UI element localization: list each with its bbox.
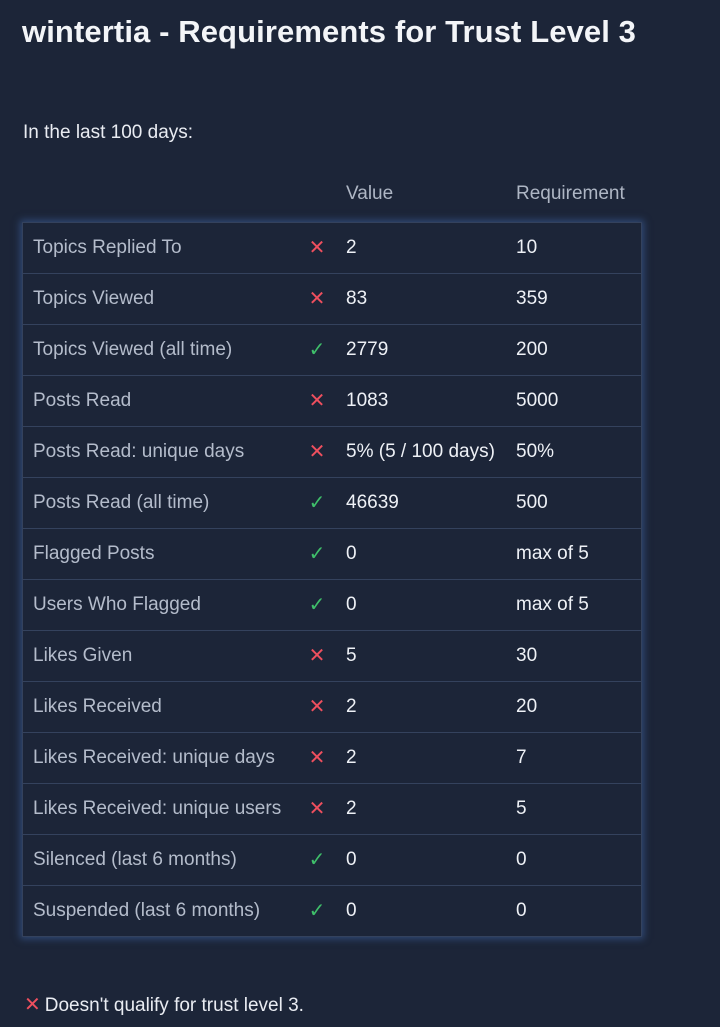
- requirement-target: 50%: [516, 441, 555, 462]
- table-row: Topics Replied To ✕ 2 10: [23, 223, 641, 273]
- table-row: Posts Read ✕ 1083 5000: [23, 375, 641, 426]
- requirement-value: 2: [346, 237, 357, 258]
- requirement-label: Likes Received: unique users: [33, 798, 282, 819]
- value-column-header: Value: [346, 183, 394, 204]
- table-row: Users Who Flagged ✓ 0 max of 5: [23, 579, 641, 630]
- requirement-label: Likes Received: [33, 696, 162, 717]
- check-icon: ✓: [308, 339, 326, 361]
- x-icon: ✕: [308, 696, 326, 718]
- table-row: Topics Viewed ✕ 83 359: [23, 273, 641, 324]
- requirement-label: Posts Read: unique days: [33, 441, 245, 462]
- requirement-target: 0: [516, 849, 527, 870]
- table-row: Likes Received ✕ 2 20: [23, 681, 641, 732]
- check-icon: ✓: [308, 543, 326, 565]
- requirement-value: 2779: [346, 339, 389, 360]
- requirement-target: 20: [516, 696, 538, 717]
- requirement-value: 2: [346, 747, 357, 768]
- x-icon: ✕: [308, 237, 326, 259]
- requirement-label: Posts Read: [33, 390, 132, 411]
- table-row: Likes Given ✕ 5 30: [23, 630, 641, 681]
- table-row: Posts Read (all time) ✓ 46639 500: [23, 477, 641, 528]
- requirement-label: Likes Received: unique days: [33, 747, 275, 768]
- requirement-target: 0: [516, 900, 527, 921]
- requirement-target: 7: [516, 747, 527, 768]
- verdict-text: Doesn't qualify for trust level 3.: [44, 995, 304, 1016]
- table-row: Posts Read: unique days ✕ 5% (5 / 100 da…: [23, 426, 641, 477]
- requirement-label: Likes Given: [33, 645, 133, 666]
- x-icon: ✕: [24, 994, 41, 1016]
- requirement-label: Topics Viewed (all time): [33, 339, 233, 360]
- requirement-value: 46639: [346, 492, 399, 513]
- table-row: Silenced (last 6 months) ✓ 0 0: [23, 834, 641, 885]
- requirement-label: Flagged Posts: [33, 543, 155, 564]
- check-icon: ✓: [308, 594, 326, 616]
- requirement-value: 2: [346, 696, 357, 717]
- requirement-value: 5% (5 / 100 days): [346, 441, 495, 462]
- check-icon: ✓: [308, 900, 326, 922]
- table-row: Likes Received: unique users ✕ 2 5: [23, 783, 641, 834]
- requirement-value: 1083: [346, 390, 389, 411]
- requirement-value: 0: [346, 849, 357, 870]
- page-title: wintertia - Requirements for Trust Level…: [22, 14, 637, 49]
- requirement-label: Silenced (last 6 months): [33, 849, 237, 870]
- table-row: Suspended (last 6 months) ✓ 0 0: [23, 885, 641, 936]
- requirement-target: 500: [516, 492, 548, 513]
- requirement-value: 0: [346, 543, 357, 564]
- qualification-verdict: ✕ Doesn't qualify for trust level 3.: [24, 992, 304, 1017]
- check-icon: ✓: [308, 849, 326, 871]
- x-icon: ✕: [308, 288, 326, 310]
- requirement-target: 10: [516, 237, 538, 258]
- check-icon: ✓: [308, 492, 326, 514]
- x-icon: ✕: [308, 390, 326, 412]
- requirement-label: Posts Read (all time): [33, 492, 210, 513]
- table-row: Topics Viewed (all time) ✓ 2779 200: [23, 324, 641, 375]
- x-icon: ✕: [308, 798, 326, 820]
- requirement-target: 30: [516, 645, 538, 666]
- requirement-value: 83: [346, 288, 368, 309]
- table-row: Flagged Posts ✓ 0 max of 5: [23, 528, 641, 579]
- requirement-target: max of 5: [516, 543, 589, 564]
- requirements-table: Topics Replied To ✕ 2 10 Topics Viewed ✕…: [22, 222, 642, 937]
- requirement-label: Topics Replied To: [33, 237, 182, 258]
- table-header: Value Requirement: [0, 183, 720, 209]
- x-icon: ✕: [308, 441, 326, 463]
- requirement-label: Topics Viewed: [33, 288, 155, 309]
- requirement-value: 5: [346, 645, 357, 666]
- requirement-target: 5000: [516, 390, 559, 411]
- period-text: In the last 100 days:: [23, 122, 194, 143]
- requirement-label: Suspended (last 6 months): [33, 900, 261, 921]
- x-icon: ✕: [308, 645, 326, 667]
- requirement-value: 2: [346, 798, 357, 819]
- requirement-column-header: Requirement: [516, 183, 625, 204]
- requirement-target: 200: [516, 339, 548, 360]
- requirement-target: 359: [516, 288, 548, 309]
- requirement-label: Users Who Flagged: [33, 594, 201, 615]
- x-icon: ✕: [308, 747, 326, 769]
- requirement-target: max of 5: [516, 594, 589, 615]
- requirement-value: 0: [346, 900, 357, 921]
- table-row: Likes Received: unique days ✕ 2 7: [23, 732, 641, 783]
- requirement-target: 5: [516, 798, 527, 819]
- requirement-value: 0: [346, 594, 357, 615]
